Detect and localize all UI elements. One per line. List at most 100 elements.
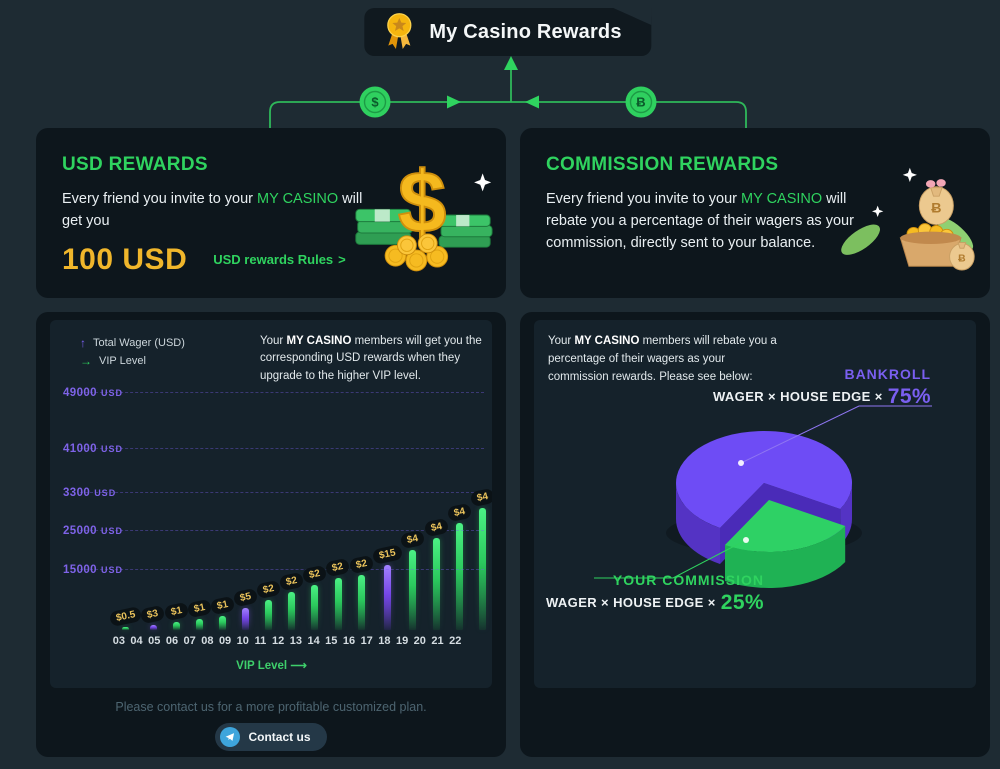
y-axis-label: 3300 USD [63,486,117,499]
bar [218,616,226,630]
x-tick-label: 21 [431,635,444,647]
bar-value-badge: $15 [371,544,403,565]
svg-text:Ƀ: Ƀ [636,95,645,110]
usd-body-pre: Every friend you invite to your [62,191,258,207]
bar [455,523,463,630]
commission-chart-card: Your MY CASINO members will rebate you a… [520,312,990,757]
bar-value-badge: $3 [140,604,166,625]
x-tick-label: 03 [112,635,125,647]
cash-money-illustration: $ [355,156,493,272]
commission-label: YOUR COMMISSION [612,572,764,588]
legend-label: VIP Level [99,355,146,367]
page-title-box: My Casino Rewards [364,8,653,56]
bar-value-badge: $2 [278,571,305,592]
bar-chart-bars: $0.5$3$1$1$1$5$2$2$2$2$2$15$4$4$4$4$4$4$… [108,330,492,630]
bar [357,575,365,630]
usd-chart-card: ↑ Total Wager (USD) → VIP Level Your MY CA… [36,312,506,757]
bar-slot: $4 [423,517,449,630]
gridline: 41000 USD [63,443,484,455]
x-tick-label: 11 [254,635,267,647]
bar-value-badge: $1 [186,598,213,619]
money-bag-icon: Ƀ [918,179,954,226]
bar [311,585,319,630]
bar [242,608,250,630]
x-axis-title: VIP Level ⟶ [236,660,307,672]
svg-text:$: $ [371,95,379,110]
y-axis-unit: USD [94,487,117,498]
commission-rewards-column: COMMISSION REWARDS Every friend you invi… [520,128,990,757]
brand-name: MY CASINO [741,191,823,207]
gridline: 25000 USD [63,525,484,537]
x-tick-label: 18 [378,635,391,647]
x-tick-label: 05 [148,635,161,647]
brand-name: MY CASINO [286,335,352,347]
commission-slice-side [725,526,846,588]
commission-formula: WAGER × HOUSE EDGE × 25% [545,591,764,614]
x-tick-label: 16 [342,635,356,647]
bankroll-label: BANKROLL [844,366,931,382]
svg-text:Ƀ: Ƀ [931,200,941,216]
bar [122,627,130,630]
x-tick-label: 15 [325,635,338,647]
x-tick-label: 22 [449,635,462,647]
brand-name: MY CASINO [574,335,640,347]
bar [334,578,342,630]
commission-anchor-dot [743,537,749,543]
medal-icon [387,13,412,49]
bar-value-badge: $2 [302,564,328,585]
x-tick-label: 09 [218,635,232,647]
bill-stack-icon [438,214,493,248]
chart-legend: ↑ Total Wager (USD) → VIP Level [80,336,185,372]
up-arrow-icon [504,56,518,70]
pie-chart-panel: Your MY CASINO members will rebate you a… [534,320,976,688]
bar-slot: $0.5 [108,605,143,630]
y-axis-label: 41000 USD [63,442,123,455]
y-axis-label: 49000 USD [63,386,123,399]
y-axis-label: 15000 USD [63,563,123,576]
y-axis-unit: USD [100,564,123,575]
bar-slot: $2 [302,564,328,630]
bar-plot: ↑ Total Wager (USD) → VIP Level Your MY CA… [50,320,492,688]
y-axis-unit: USD [100,387,123,398]
x-tick-label: 12 [272,635,285,647]
gridline: 49000 USD [63,387,484,399]
bankroll-slice-top [676,430,853,528]
bar [288,592,296,630]
bar [383,565,391,630]
legend-item: → VIP Level [80,354,185,368]
bar [265,600,273,630]
bar-slot: $3 [140,604,166,630]
commission-body-pre: Every friend you invite to your [546,191,742,207]
bar-slot: $5 [232,587,259,630]
y-axis-unit: USD [100,525,123,536]
usd-rewards-rules-link[interactable]: USD rewards Rules > [213,252,346,267]
bar-value-badge: $2 [325,557,351,578]
contact-us-label: Contact us [248,730,311,744]
bar [478,508,486,630]
gridline: 15000 USD [63,564,484,576]
pie-svg [594,405,932,588]
bar-slot: $2 [348,554,375,630]
telegram-icon [220,727,241,747]
star-icon [392,17,407,31]
money-bags-illustration: Ƀ Ƀ [841,167,975,271]
bar-slot: $15 [371,544,403,630]
leaf-icon [841,224,881,255]
x-tick-label: 13 [289,635,302,647]
commission-rewards-description: Every friend you invite to your MY CASIN… [546,189,864,254]
connector-lines: $ Ƀ [269,56,747,128]
bar-slot: $2 [255,579,282,630]
money-bag-icon: Ƀ [949,242,975,271]
bankroll-slice-side [676,483,720,564]
x-tick-label: 07 [183,635,196,647]
x-tick-label: 10 [236,635,249,647]
contact-us-button[interactable]: Contact us [215,723,327,751]
left-arrow-icon [525,95,539,109]
right-arrow-icon: → [80,354,92,368]
usd-rewards-description: Every friend you invite to your MY CASIN… [62,189,374,233]
bar-value-badge: $4 [423,517,449,538]
legend-label: Total Wager (USD) [93,337,185,349]
bar-slot: $2 [325,557,351,630]
usd-reward-amount: 100 USD [62,242,188,276]
bar-value-badge: $4 [400,529,426,550]
